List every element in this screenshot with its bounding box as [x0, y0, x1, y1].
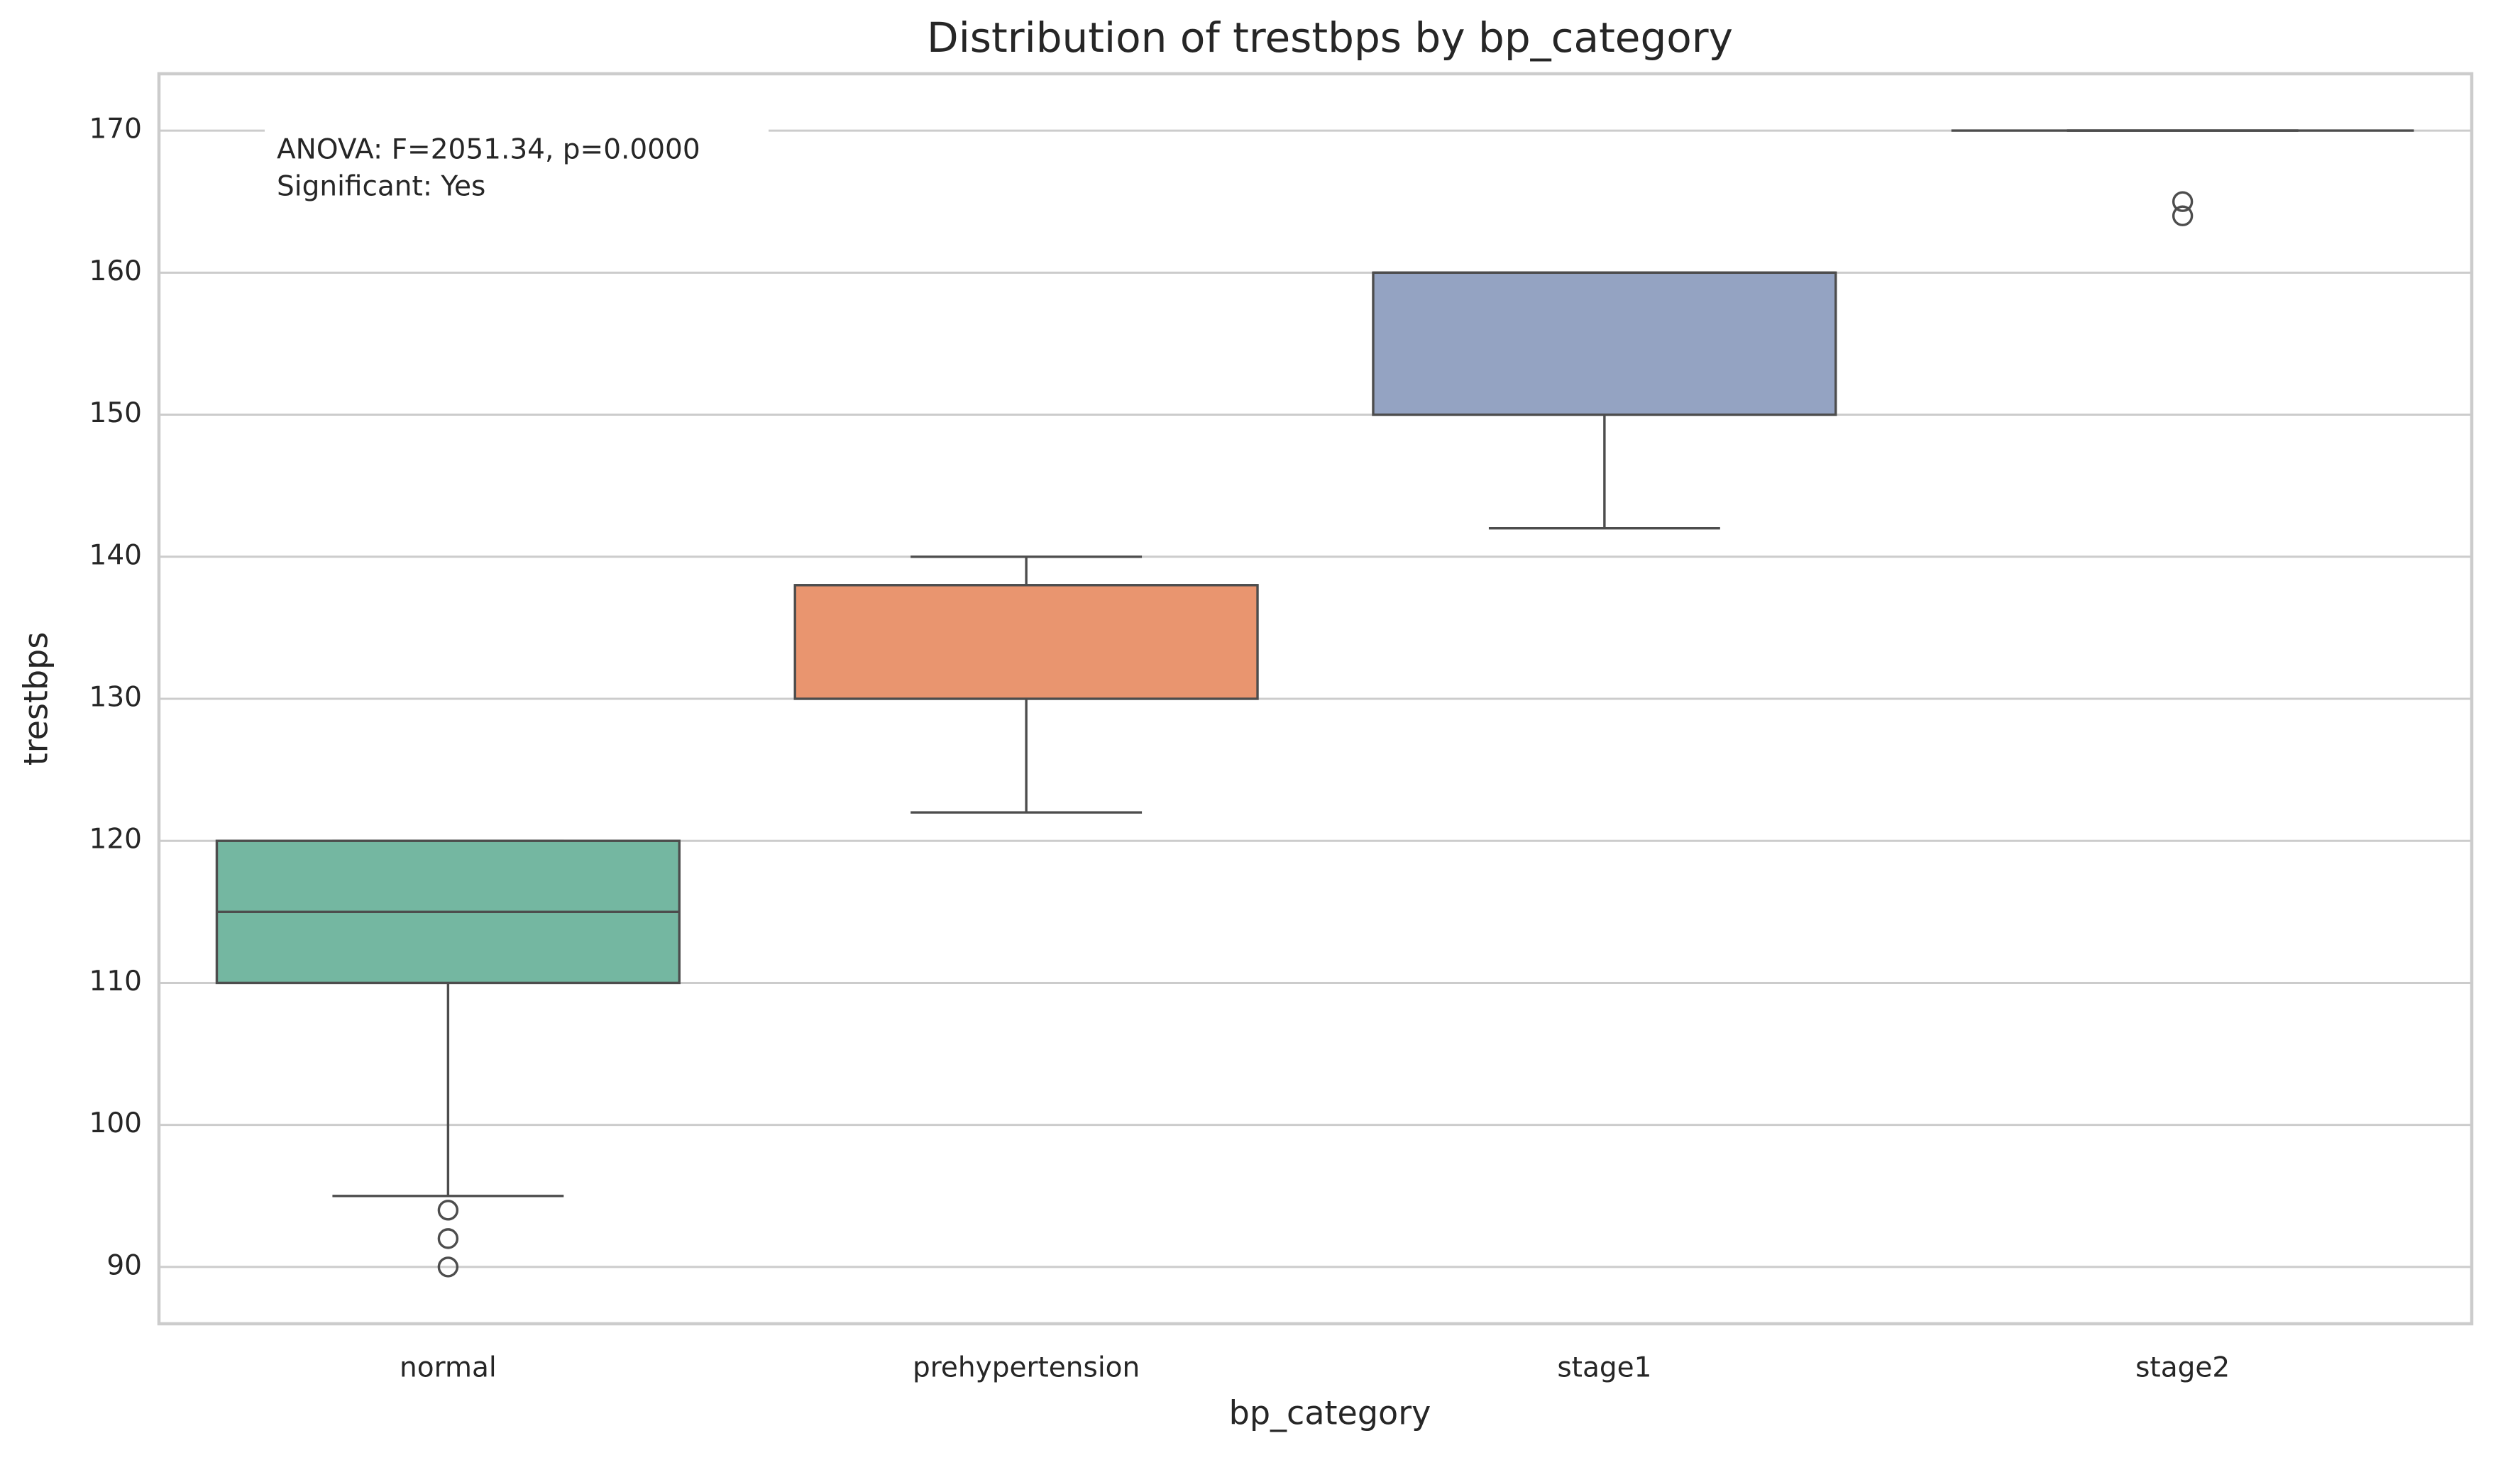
outlier	[437, 1200, 459, 1221]
y-tick-label: 160	[89, 255, 142, 287]
y-tick-label: 90	[106, 1249, 142, 1281]
box	[793, 584, 1259, 700]
annotation: ANOVA: F=2051.34, p=0.0000	[277, 134, 700, 166]
y-tick-label: 100	[89, 1107, 142, 1139]
outlier	[437, 1228, 459, 1249]
chart-title: Distribution of trestbps by bp_category	[927, 13, 1733, 62]
outlier	[437, 1256, 459, 1278]
x-axis-label: bp_category	[1229, 1394, 1431, 1432]
annotation-box	[265, 118, 769, 210]
y-tick-label: 110	[89, 966, 142, 997]
x-tick-label: stage1	[1557, 1352, 1651, 1384]
outlier	[2172, 205, 2194, 226]
y-tick-label: 170	[89, 114, 142, 145]
annotation: Significant: Yes	[277, 171, 485, 203]
x-tick-label: prehypertension	[913, 1352, 1140, 1384]
plot-frame	[157, 72, 2474, 1326]
x-tick-label: stage2	[2135, 1352, 2230, 1384]
y-tick-label: 150	[89, 397, 142, 429]
outlier	[2172, 191, 2194, 212]
x-tick-label: normal	[400, 1352, 497, 1384]
y-tick-label: 140	[89, 539, 142, 571]
y-tick-label: 130	[89, 682, 142, 714]
y-tick-label: 120	[89, 824, 142, 856]
box	[1372, 271, 1837, 416]
y-axis-label: trestbps	[17, 632, 55, 766]
